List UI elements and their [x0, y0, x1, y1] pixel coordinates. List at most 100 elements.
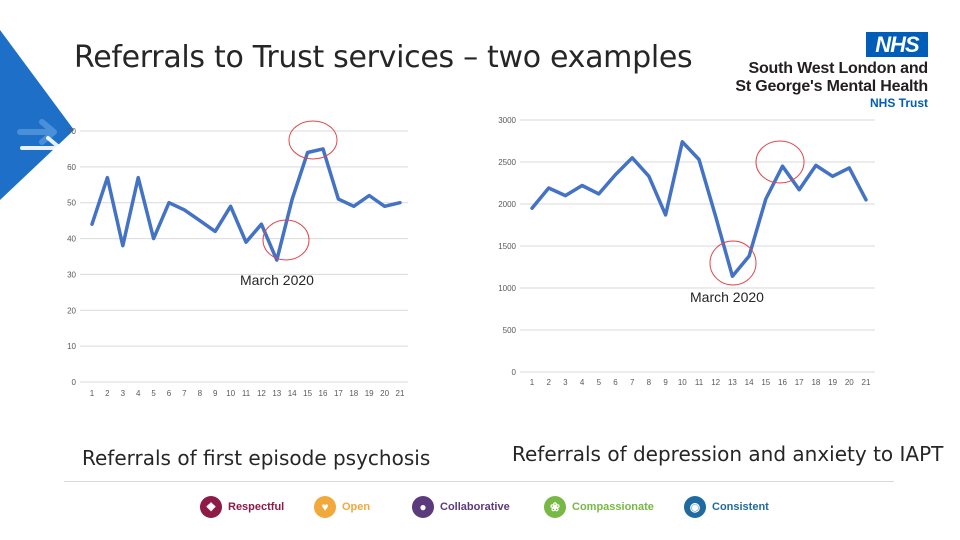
data-point: [547, 186, 550, 190]
hands-icon: ❀: [544, 496, 566, 518]
data-point: [798, 188, 801, 191]
annotation-circle: [709, 240, 757, 286]
nhs-trust-logo: NHS South West London and St George's Me…: [718, 32, 928, 112]
y-tick-label: 2000: [498, 200, 516, 209]
x-tick-label: 17: [334, 389, 343, 398]
data-point: [152, 237, 155, 240]
x-tick-label: 15: [303, 389, 312, 398]
data-point: [106, 176, 109, 179]
data-point: [137, 176, 140, 179]
value-label: Collaborative: [440, 501, 510, 513]
data-point: [564, 194, 567, 197]
iapt-chart-caption: Referrals of depression and anxiety to I…: [512, 442, 944, 466]
y-tick-label: 70: [67, 127, 76, 136]
x-tick-label: 12: [257, 389, 266, 398]
data-point: [398, 201, 402, 204]
annotation-label: March 2020: [240, 272, 314, 288]
data-point: [275, 258, 278, 262]
x-tick-label: 19: [365, 389, 374, 398]
data-point: [368, 194, 371, 197]
x-tick-label: 6: [613, 378, 618, 387]
x-tick-label: 6: [167, 389, 172, 398]
x-tick-label: 10: [678, 378, 687, 387]
data-point: [352, 205, 355, 208]
x-tick-label: 17: [795, 378, 804, 387]
data-point: [229, 205, 232, 208]
target-icon: ◉: [684, 496, 706, 518]
annotation-circle: [288, 120, 338, 160]
value-label: Open: [342, 501, 371, 513]
x-tick-label: 15: [761, 378, 770, 387]
y-tick-label: 1000: [498, 284, 516, 293]
data-point: [764, 197, 767, 201]
y-tick-label: 10: [67, 342, 76, 351]
x-tick-label: 18: [811, 378, 820, 387]
data-point: [814, 164, 818, 167]
x-tick-label: 16: [778, 378, 787, 387]
data-point: [747, 254, 751, 258]
y-tick-label: 60: [67, 163, 76, 172]
x-tick-label: 5: [151, 389, 156, 398]
x-tick-label: 1: [90, 389, 95, 398]
x-tick-label: 5: [597, 378, 602, 387]
data-point: [731, 275, 734, 278]
heart-icon: ♥: [314, 496, 336, 518]
x-tick-label: 13: [728, 378, 737, 387]
y-tick-label: 50: [67, 199, 76, 208]
org-name-line2: St George's Mental Health: [735, 78, 928, 95]
x-tick-label: 9: [213, 389, 218, 398]
x-tick-label: 1: [530, 378, 535, 387]
data-point: [831, 175, 834, 178]
x-tick-label: 7: [630, 378, 635, 387]
y-tick-label: 30: [67, 270, 76, 279]
data-point: [714, 215, 717, 218]
x-tick-label: 14: [288, 389, 297, 398]
data-point: [781, 165, 784, 168]
x-tick-label: 8: [198, 389, 203, 398]
data-point: [697, 158, 701, 161]
value-label: Compassionate: [572, 501, 654, 513]
value-collaborative: ● Collaborative: [412, 496, 510, 518]
data-point: [291, 197, 294, 201]
arrow-right-icon: [17, 119, 62, 160]
page-title: Referrals to Trust services – two exampl…: [74, 40, 693, 75]
data-point: [614, 173, 617, 176]
data-point: [647, 175, 651, 178]
value-open: ♥ Open: [314, 496, 370, 518]
chevron-shape: [0, 30, 74, 200]
x-tick-label: 10: [226, 389, 235, 398]
org-name-line1: South West London and: [748, 60, 929, 77]
data-point: [681, 140, 684, 144]
value-compassionate: ❀ Compassionate: [544, 496, 654, 518]
data-point: [183, 208, 186, 212]
value-label: Consistent: [712, 501, 769, 513]
x-tick-label: 4: [580, 378, 585, 387]
x-tick-label: 16: [319, 389, 328, 398]
people-icon: ●: [412, 496, 434, 518]
x-tick-label: 20: [380, 389, 389, 398]
org-name-line3: NHS Trust: [869, 96, 928, 110]
data-point: [321, 147, 325, 151]
data-point: [864, 198, 868, 201]
psychosis-chart-caption: Referrals of first episode psychosis: [82, 446, 431, 470]
x-tick-label: 18: [349, 389, 358, 398]
footer-divider: [64, 481, 894, 482]
x-tick-label: 3: [121, 389, 126, 398]
y-tick-label: 3000: [498, 116, 516, 125]
x-tick-label: 7: [182, 389, 187, 398]
x-tick-label: 12: [711, 378, 720, 387]
data-point: [90, 223, 94, 226]
x-tick-label: 9: [663, 378, 668, 387]
data-point: [631, 156, 634, 159]
x-tick-label: 2: [546, 378, 551, 387]
data-point: [167, 201, 171, 204]
data-point: [597, 192, 600, 196]
data-point: [580, 184, 584, 187]
data-point: [260, 223, 263, 226]
data-point: [244, 240, 248, 244]
y-tick-label: 20: [67, 306, 76, 315]
y-tick-label: 40: [67, 235, 76, 244]
x-tick-label: 8: [647, 378, 652, 387]
